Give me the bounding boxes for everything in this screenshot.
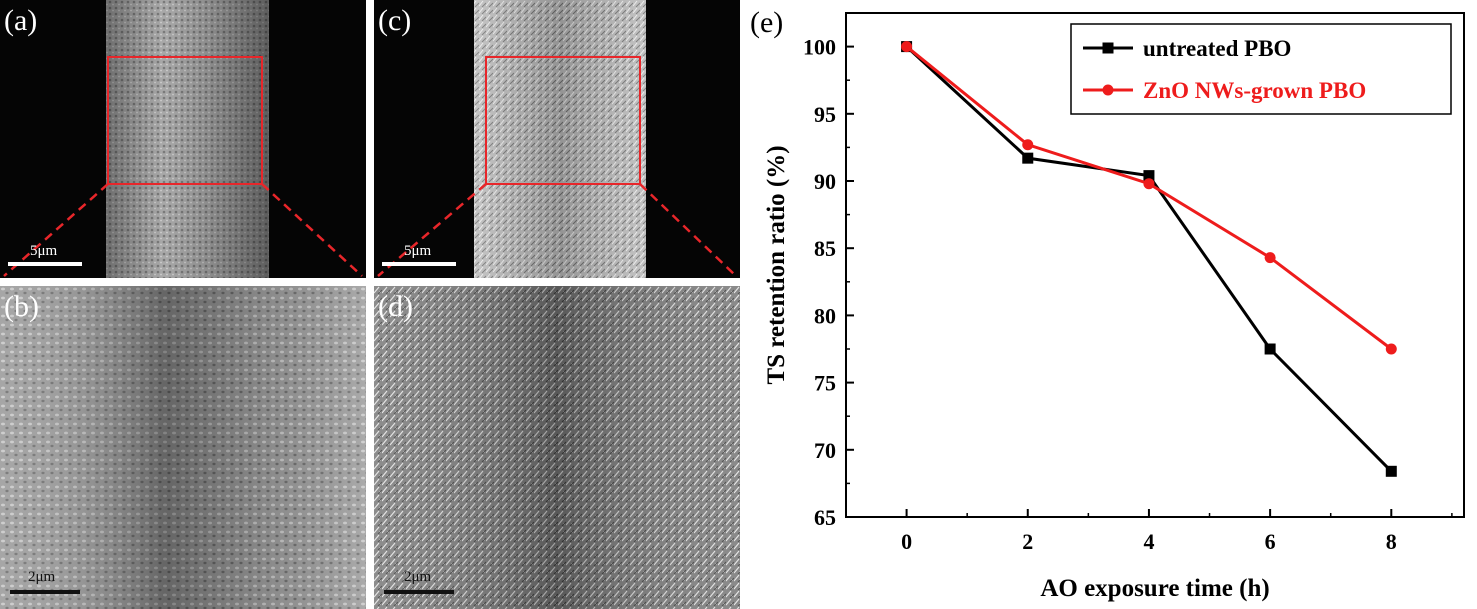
y-tick-label: 95 <box>814 102 836 127</box>
scale-label-c: 5μm <box>404 243 432 259</box>
panel-label-a: (a) <box>4 4 38 37</box>
scale-bar-b <box>10 590 80 594</box>
scale-label-d: 2μm <box>404 569 432 585</box>
x-tick-label: 2 <box>1022 529 1033 554</box>
y-tick-label: 75 <box>814 371 836 396</box>
data-point-circle <box>1264 252 1276 264</box>
panel-label-b: (b) <box>4 290 39 323</box>
y-tick-label: 65 <box>814 505 836 530</box>
x-axis-title: AO exposure time (h) <box>1040 575 1269 602</box>
data-point-circle <box>1022 139 1034 151</box>
data-point-square <box>1022 152 1034 164</box>
sem-panel-a: (a) 5μm <box>0 0 366 278</box>
x-tick-label: 4 <box>1143 529 1154 554</box>
sem-panel-d: (d) 2μm <box>374 286 740 609</box>
scale-bar-c <box>382 262 456 266</box>
scale-bar-a <box>8 262 82 266</box>
plot-frame <box>845 12 1465 518</box>
zoom-box-c <box>485 56 641 185</box>
retention-line-chart: 65 70 75 80 85 90 95 100 0 2 4 6 8 AO exposure time (… <box>750 6 1465 602</box>
scale-label-b: 2μm <box>28 569 56 585</box>
legend-marker-square <box>1102 42 1114 54</box>
legend-label-1: ZnO NWs-grown PBO <box>1143 78 1366 103</box>
data-point-circle <box>1385 343 1397 355</box>
y-tick-label: 90 <box>814 169 836 194</box>
sem-panel-b: (b) 2μm <box>0 286 366 609</box>
sem-image-b <box>0 286 366 609</box>
x-tick-label: 0 <box>901 529 912 554</box>
legend-marker-circle <box>1102 84 1114 96</box>
x-tick-label: 8 <box>1386 529 1397 554</box>
legend-box <box>1070 23 1452 115</box>
scale-bar-d <box>384 590 454 594</box>
sem-image-c <box>377 0 737 278</box>
data-point-circle <box>1143 178 1155 190</box>
data-point-circle <box>901 41 913 53</box>
panel-label-c: (c) <box>378 4 412 37</box>
sem-image-a <box>3 0 363 278</box>
panel-label-d: (d) <box>378 290 413 323</box>
y-tick-label: 100 <box>803 35 836 60</box>
x-tick-label: 6 <box>1265 529 1276 554</box>
legend-label-0: untreated PBO <box>1143 36 1291 61</box>
data-point-square <box>1264 343 1276 355</box>
y-tick-label: 85 <box>814 236 836 261</box>
scale-label-a: 5μm <box>30 243 58 259</box>
panel-label-e: (e) <box>750 6 783 39</box>
sem-panel-c: (c) 5μm <box>374 0 740 278</box>
zoom-box-a <box>107 56 263 185</box>
y-tick-label: 70 <box>814 438 836 463</box>
data-point-square <box>1385 465 1397 477</box>
y-axis-title: TS retention ratio (%) <box>763 145 790 384</box>
sem-image-d <box>374 286 740 609</box>
y-tick-label: 80 <box>814 303 836 328</box>
data-point-square <box>1143 170 1155 182</box>
